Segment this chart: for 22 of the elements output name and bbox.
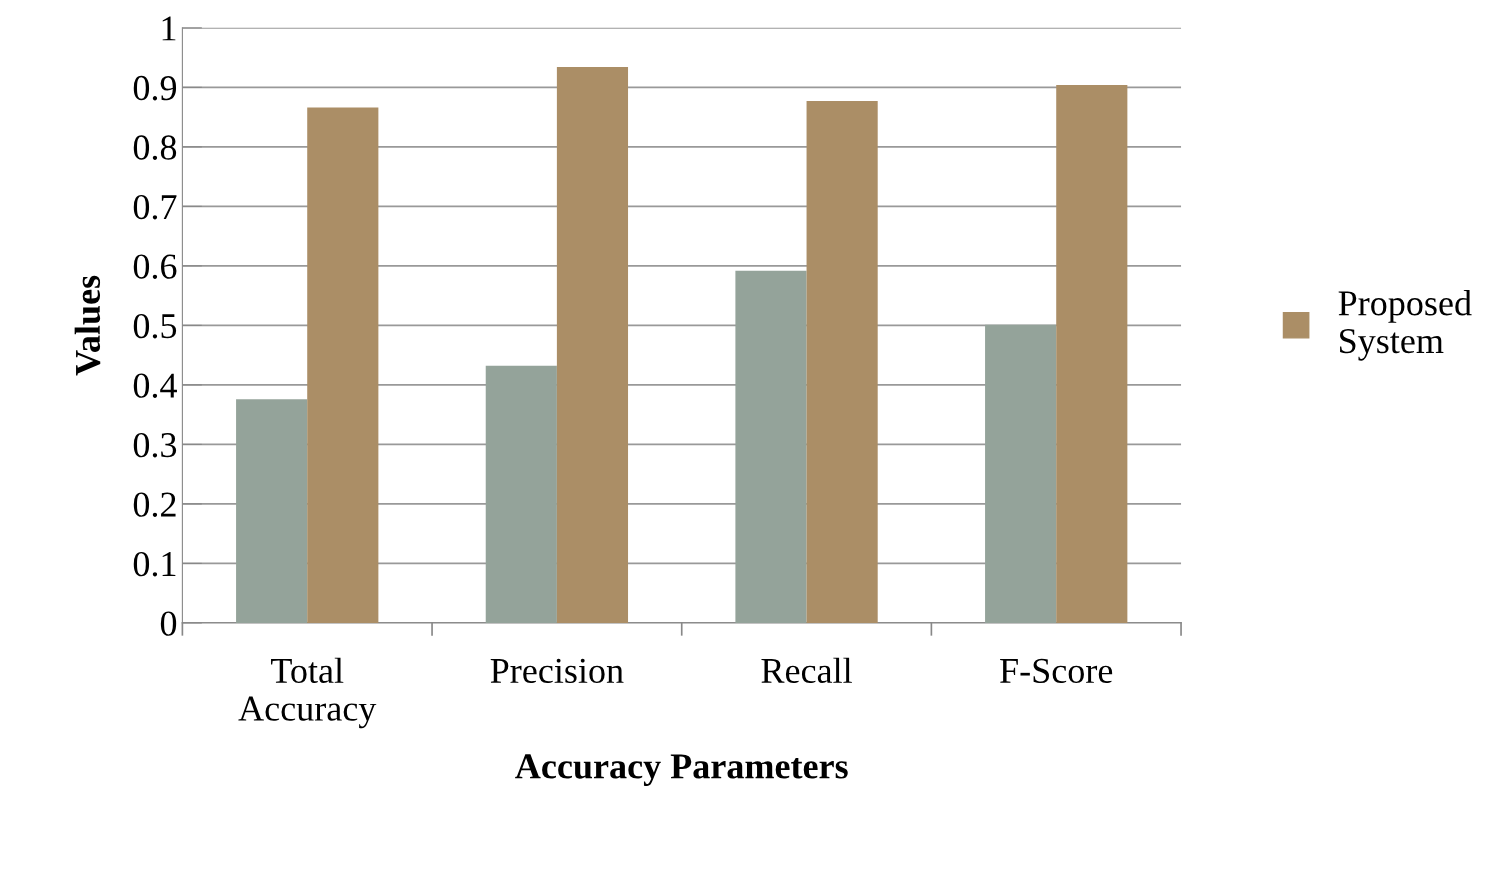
y-tick-label: 0	[160, 611, 177, 636]
y-tick-label: 0.6	[133, 254, 177, 279]
y-tick-label: 0.4	[133, 373, 177, 398]
y-tick-label: 0.2	[133, 492, 176, 517]
y-tick-label: 0.9	[133, 75, 177, 101]
y-tick-label: 0.8	[133, 135, 177, 160]
x-tick-label: Total Accuracy	[238, 657, 377, 729]
x-tick-label: Recall	[761, 657, 852, 684]
y-axis-title: Values	[74, 275, 101, 376]
bar	[806, 101, 878, 623]
x-axis-title: Accuracy Parameters	[515, 754, 848, 786]
y-tick-label: 0.5	[133, 313, 177, 339]
y-tick-label: 0.3	[133, 432, 177, 458]
y-tick-label: 0.1	[133, 551, 176, 577]
bar	[307, 107, 379, 623]
y-tick-label: 1	[162, 16, 176, 41]
x-tick-label: F-Score	[1000, 658, 1113, 684]
y-tick-label: 0.7	[133, 194, 177, 220]
bar	[1056, 84, 1128, 623]
legend-label: Proposed System	[1338, 290, 1472, 361]
bar	[556, 67, 629, 623]
x-tick-label: Precision	[490, 658, 624, 684]
